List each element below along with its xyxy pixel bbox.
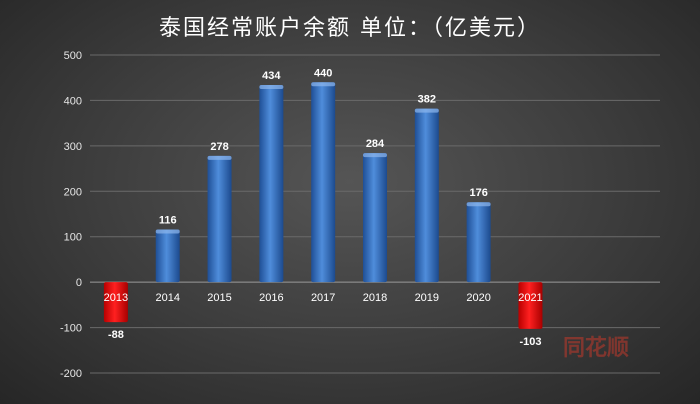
bar-2014 [155,229,180,283]
bar-cap-2015 [207,155,232,160]
data-label: 116 [159,214,177,226]
data-label: 278 [210,141,228,153]
bar-2018 [363,153,387,283]
bar-cap-2020 [466,202,491,207]
watermark-text: 同花顺 [563,335,629,361]
x-tick-label: 2021 [518,292,542,304]
bar-2020 [466,202,491,283]
bar-cap-2019 [414,108,439,113]
x-tick-label: 2020 [466,292,490,304]
data-label: 176 [469,187,487,199]
y-tick-label: -100 [60,323,82,335]
bar-cap-2014 [155,229,180,234]
bar-2021 [518,282,543,329]
y-tick-label: -200 [60,368,82,380]
chart-title: 泰国经常账户余额 单位：（亿美元） [159,16,541,41]
y-tick-label: 200 [64,186,82,198]
y-tick-label: 0 [76,277,82,289]
data-label: -88 [108,329,124,341]
bar-2013 [103,282,128,323]
data-label: -103 [519,336,541,348]
data-label: 440 [314,67,332,79]
y-tick-label: 400 [64,95,82,107]
data-label: 434 [262,70,281,82]
x-tick-label: 2017 [311,292,335,304]
y-tick-label: 300 [64,141,82,153]
bar-2017 [311,82,336,283]
data-label: 284 [366,138,385,150]
bar-2019 [414,108,439,283]
data-label: 382 [418,94,436,106]
bar-cap-2018 [363,153,387,158]
watermark: 同花顺 [563,335,629,361]
x-tick-label: 2018 [363,292,387,304]
y-tick-label: 500 [64,50,82,62]
x-tick-label: 2019 [415,292,439,304]
x-tick-label: 2016 [259,292,283,304]
x-tick-label: 2015 [207,292,231,304]
x-tick-label: 2013 [104,292,128,304]
bar-cap-2017 [311,82,336,87]
bar-2016 [259,84,284,283]
bar-cap-2016 [259,84,284,89]
y-tick-label: 100 [64,232,82,244]
x-tick-label: 2014 [155,292,179,304]
bar-2015 [207,155,232,283]
